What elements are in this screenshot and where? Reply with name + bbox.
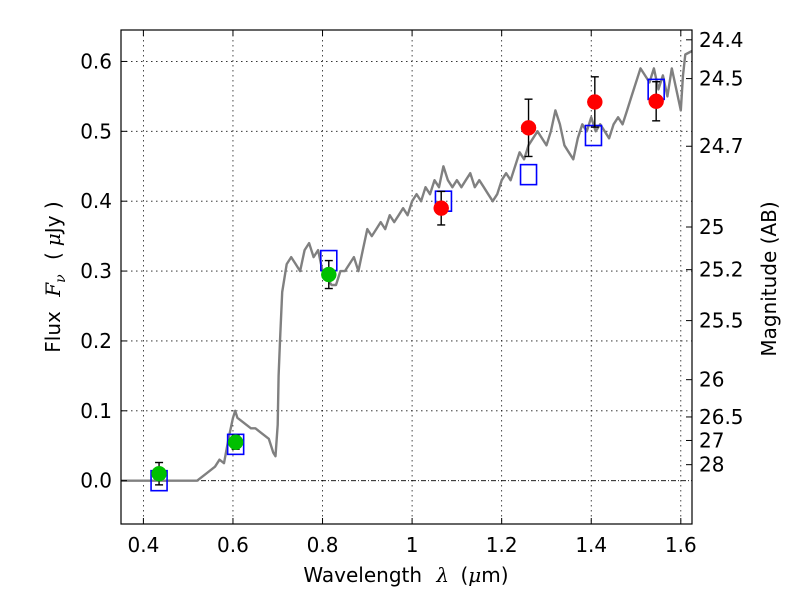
x-tick-label: 1.4 bbox=[575, 533, 607, 557]
magnitude-tick-label: 25.2 bbox=[699, 258, 744, 282]
y-axis-label-symbol: F bbox=[41, 282, 65, 298]
y-axis-label-subscript: ν bbox=[53, 274, 69, 283]
magnitude-tick-label: 27 bbox=[699, 428, 724, 452]
ticks: 0.4 0.6 0.8 1 1.2 1.4 1.6 0.0 0.1 0.2 0.3 0.4 0.5 0.6… bbox=[80, 28, 743, 557]
photometry-point bbox=[433, 200, 449, 216]
magnitude-tick-label: 24.4 bbox=[699, 28, 744, 52]
photometry-point bbox=[520, 120, 537, 136]
model-photometry-square bbox=[226, 433, 245, 456]
y-tick-label: 0.2 bbox=[80, 329, 112, 353]
x-tick-label: 1.6 bbox=[665, 533, 697, 557]
photometry-point bbox=[321, 266, 337, 283]
y-tick-label: 0.4 bbox=[80, 189, 112, 213]
x-axis-label-symbol: λ bbox=[435, 563, 449, 587]
x-tick-label: 0.6 bbox=[217, 533, 249, 557]
magnitude-tick-label: 26 bbox=[699, 368, 724, 392]
grid bbox=[121, 30, 692, 524]
spectrum-line bbox=[121, 49, 692, 482]
photometry-point bbox=[227, 434, 244, 450]
magnitude-axis-label: Magnitude (AB) bbox=[757, 201, 781, 356]
plot-background bbox=[121, 30, 692, 524]
x-tick-label: 1.2 bbox=[486, 533, 518, 557]
x-tick-label: 0.8 bbox=[307, 533, 339, 557]
y-tick-label: 0.5 bbox=[80, 119, 112, 143]
model-photometry-square bbox=[584, 124, 603, 147]
magnitude-tick-label: 28 bbox=[699, 453, 724, 477]
photometry-point bbox=[151, 465, 167, 482]
data-layer bbox=[121, 49, 692, 492]
x-axis-label-unit-mu: μ bbox=[468, 563, 481, 587]
x-tick-label: 0.4 bbox=[127, 533, 159, 557]
magnitude-tick-label: 24.5 bbox=[699, 67, 744, 91]
magnitude-tick-label: 24.7 bbox=[699, 134, 744, 158]
photometry-point bbox=[587, 94, 603, 110]
y-tick-label: 0.1 bbox=[80, 399, 112, 423]
x-axis-label-unit-rest: m) bbox=[481, 563, 508, 587]
x-axis-label-text: Wavelength bbox=[303, 563, 422, 587]
y-axis-label-unit-mu: μ bbox=[41, 233, 65, 246]
y-axis-label: Flux Fν ( μJy ) bbox=[41, 201, 70, 352]
y-tick-label: 0.6 bbox=[80, 49, 112, 73]
x-axis-label-unit-open: ( bbox=[460, 563, 468, 587]
model-photometry-square bbox=[519, 163, 538, 186]
photometry-point bbox=[648, 93, 664, 110]
y-axis-label-unit-open: ( bbox=[41, 252, 65, 260]
x-axis-label: Wavelength λ (μm) bbox=[303, 563, 508, 587]
y-tick-label: 0.0 bbox=[80, 469, 112, 493]
x-tick-label: 1 bbox=[406, 533, 419, 557]
magnitude-tick-label: 25.5 bbox=[699, 309, 744, 333]
y-tick-label: 0.3 bbox=[80, 259, 112, 283]
plot-frame bbox=[120, 29, 693, 525]
y-axis-label-text: Flux bbox=[41, 311, 65, 353]
magnitude-tick-label: 25 bbox=[699, 215, 724, 239]
y-axis-label-unit-rest: Jy ) bbox=[41, 201, 65, 235]
magnitude-tick-label: 26.5 bbox=[699, 405, 744, 429]
